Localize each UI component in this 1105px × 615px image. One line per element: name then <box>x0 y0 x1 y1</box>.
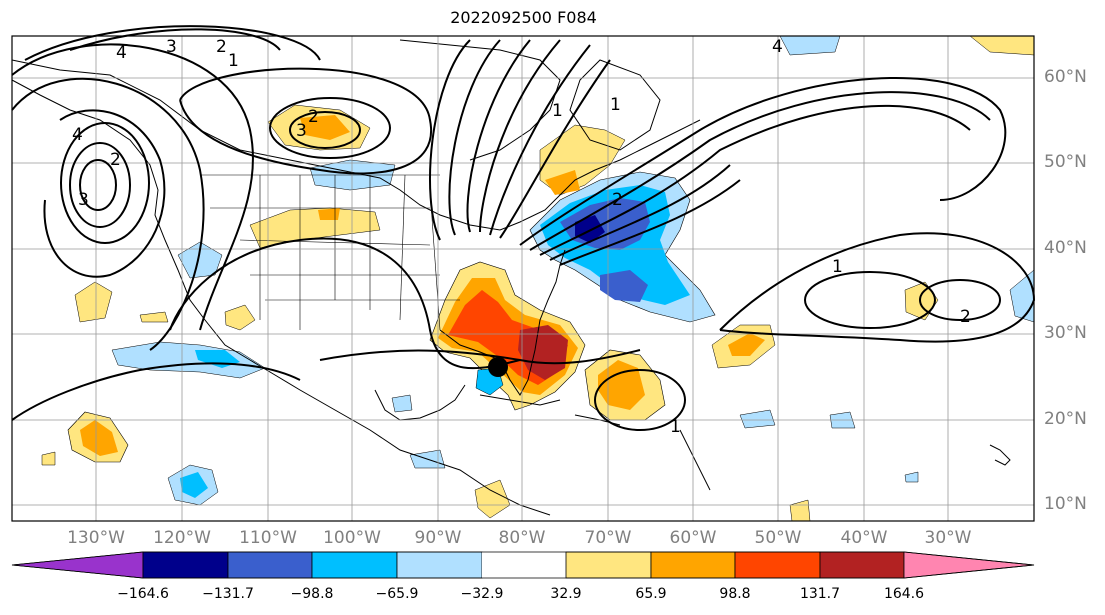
contour-label-group: 4 3 2 1 2 3 4 3 2 1 2 1 1 2 1 4 <box>72 37 971 437</box>
lon-label: 110°W <box>239 528 297 548</box>
colorbar-tick-label: 131.7 <box>799 586 841 602</box>
contour-label: 4 <box>116 43 127 63</box>
map-frame <box>11 35 1035 522</box>
colorbar-tick-label: −131.7 <box>202 586 254 602</box>
contour-label: 4 <box>772 37 783 57</box>
lon-label: 90°W <box>414 528 462 548</box>
colorbar-tick-label: 98.8 <box>719 586 751 602</box>
contour-label: 4 <box>72 125 83 145</box>
contour-label: 1 <box>832 257 843 277</box>
lon-label: 100°W <box>323 528 381 548</box>
lon-label: 70°W <box>584 528 632 548</box>
colorbar <box>11 551 1035 579</box>
lat-label: 20°N <box>1044 409 1087 429</box>
colorbar-tick-label: −98.8 <box>290 586 334 602</box>
storm-center-marker <box>488 357 508 377</box>
lat-label: 10°N <box>1044 494 1087 514</box>
contour-label: 3 <box>166 37 177 57</box>
lon-label: 130°W <box>67 528 125 548</box>
pressure-contours <box>11 25 1036 431</box>
contour-label: 2 <box>308 107 319 127</box>
contour-label: 3 <box>296 121 307 141</box>
lon-label: 40°W <box>840 528 888 548</box>
lon-label: 50°W <box>754 528 802 548</box>
colorbar-tick-label: 164.6 <box>883 586 925 602</box>
contour-label: 2 <box>612 190 623 210</box>
colorbar-tick-label: −65.9 <box>375 586 419 602</box>
lon-label: 120°W <box>153 528 211 548</box>
lat-label: 50°N <box>1044 152 1087 172</box>
colorbar-tick-label: −32.9 <box>460 586 504 602</box>
lon-label: 60°W <box>669 528 717 548</box>
contour-label: 1 <box>670 417 681 437</box>
colorbar-tick-label: 65.9 <box>635 586 667 602</box>
lon-label: 80°W <box>498 528 546 548</box>
lat-label: 40°N <box>1044 238 1087 258</box>
lat-label: 30°N <box>1044 323 1087 343</box>
lat-label: 60°N <box>1044 67 1087 87</box>
colorbar-tick-label: 32.9 <box>550 586 582 602</box>
contour-label: 1 <box>610 95 621 115</box>
contour-label: 3 <box>78 190 89 210</box>
graticule <box>12 36 1034 521</box>
contour-label: 1 <box>552 101 563 121</box>
contour-label: 2 <box>216 37 227 57</box>
coastlines <box>11 39 1011 516</box>
lon-label: 30°W <box>924 528 972 548</box>
colorbar-tick-label: −164.6 <box>117 586 169 602</box>
contour-label: 2 <box>960 307 971 327</box>
map-title: 2022092500 F084 <box>450 8 597 27</box>
contour-label: 1 <box>228 51 239 71</box>
contour-label: 2 <box>110 150 121 170</box>
